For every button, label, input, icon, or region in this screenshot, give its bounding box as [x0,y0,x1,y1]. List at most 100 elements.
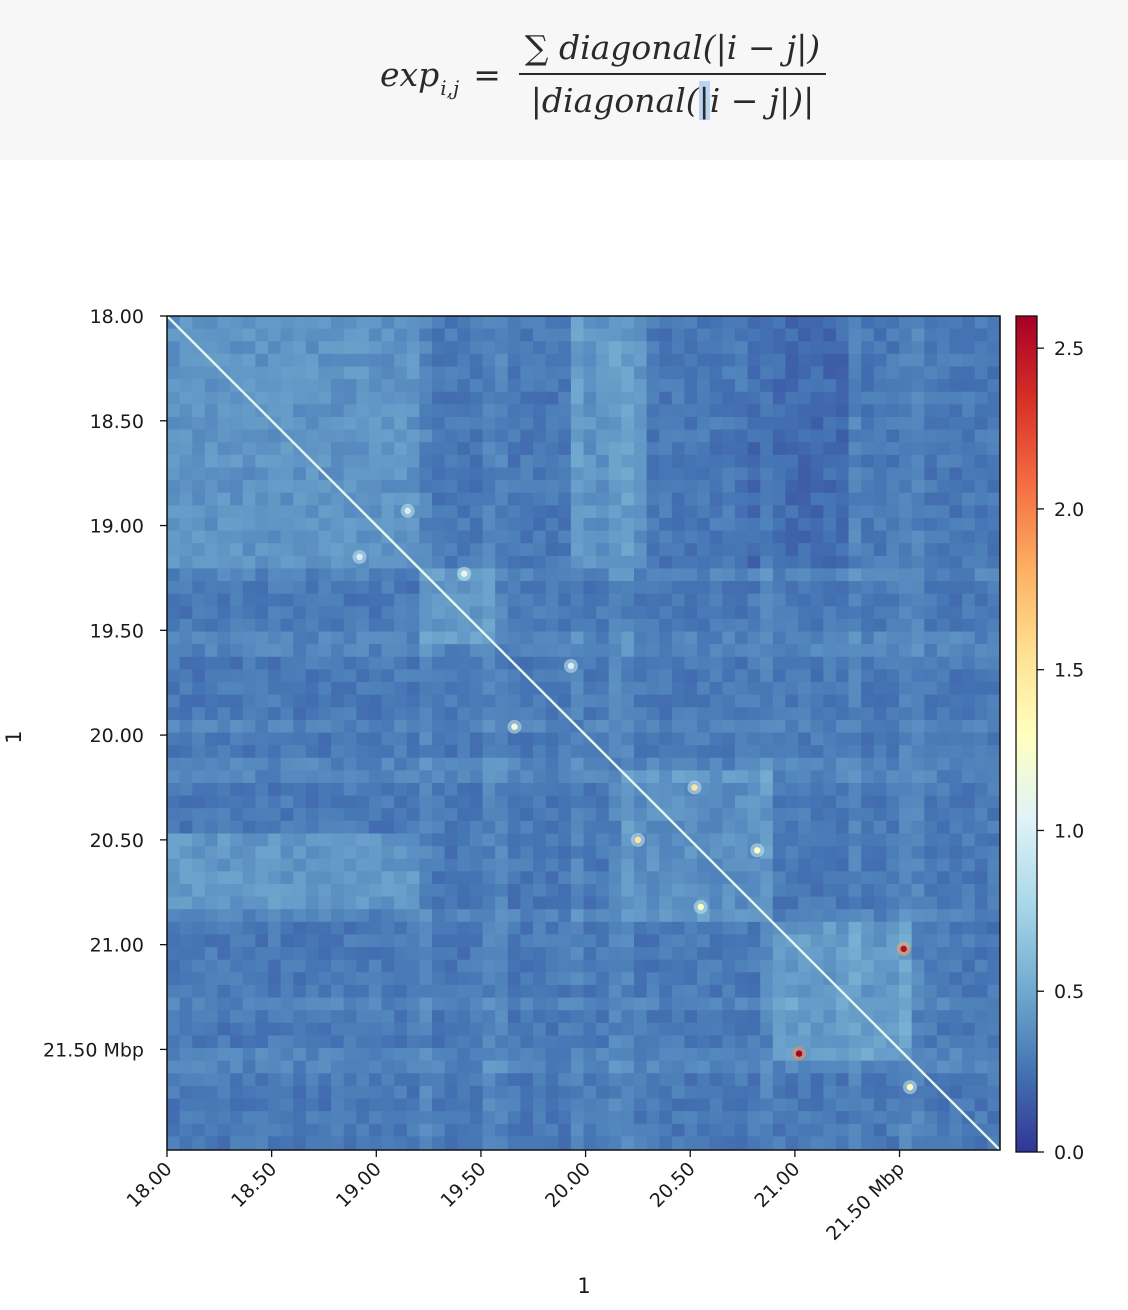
heatmap-cell [608,1111,622,1125]
heatmap-cell [444,669,458,683]
heatmap-cell [230,808,244,822]
heatmap-cell [179,997,193,1011]
heatmap-cell [936,316,951,330]
heatmap-cell [659,530,673,544]
heatmap-cell [659,782,673,797]
heatmap-cell [368,391,383,405]
heatmap-cell [873,644,888,658]
heatmap-cell [596,631,610,645]
heatmap-cell [204,846,219,860]
heatmap-cell [962,568,976,582]
heatmap-cell [772,1136,787,1150]
heatmap-cell [899,782,913,797]
heatmap-cell [267,1060,282,1074]
heatmap-cell [305,353,320,368]
heatmap-cell [432,555,446,570]
heatmap-cell [192,669,206,683]
heatmap-cell [545,782,559,797]
heatmap-cell [204,972,219,986]
heatmap-cell [734,858,749,872]
heatmap-cell [545,883,559,898]
heatmap-cell [368,467,383,481]
heatmap-cell [962,997,976,1011]
heatmap-cell [684,341,698,355]
text-selection-highlight[interactable]: | [698,81,710,120]
heatmap-cell [760,896,774,910]
heatmap-cell [179,656,193,670]
heatmap-cell [596,517,610,532]
heatmap-cell [886,581,900,595]
heatmap-cell [671,808,686,822]
heatmap-cell [368,820,383,835]
heatmap-cell [621,707,635,721]
heatmap-cell [709,682,723,696]
heatmap-cell [861,1073,875,1087]
heatmap-cell [659,682,673,696]
heatmap-cell [368,606,383,620]
heatmap-cell [343,1111,357,1125]
heatmap-cell [368,442,383,456]
heatmap-cell [558,391,572,405]
heatmap-cell [394,1035,408,1049]
heatmap-cell [293,644,307,658]
heatmap-cell [343,442,357,456]
heatmap-cell [823,341,837,355]
heatmap-cell [444,467,458,481]
heatmap-cell [621,366,635,380]
heatmap-cell [949,770,963,784]
heatmap-cell [419,404,433,418]
heatmap-cell [242,366,256,380]
heatmap-cell [482,391,496,405]
heatmap-cell [886,707,900,721]
heatmap-cell [646,492,660,506]
heatmap-cell [230,921,244,936]
heatmap-cell [722,1060,736,1074]
heatmap-cell [886,909,900,923]
heatmap-cell [343,757,357,771]
heatmap-cell [368,1136,383,1150]
heatmap-cell [659,442,673,456]
heatmap-cell [570,808,585,822]
heatmap-cell [545,719,559,734]
heatmap-cell [545,391,559,405]
heatmap-cell [747,328,761,342]
heatmap-cell [255,1035,269,1049]
heatmap-cell [835,505,850,519]
heatmap-cell [596,795,610,809]
y-axis-label: 1 [2,730,26,743]
heatmap-cell [911,1136,925,1150]
heatmap-cell [835,442,850,456]
heatmap-cell [280,833,294,847]
heatmap-cell [747,480,761,494]
heatmap-cell [331,391,345,405]
heatmap-cell [785,404,799,418]
heatmap-cell [924,808,938,822]
heatmap-cell [570,732,585,746]
heatmap-cell [835,972,850,986]
heatmap-cell [608,543,622,557]
heatmap-cell [343,1035,357,1049]
heatmap-cell [861,934,875,948]
heatmap-cell [204,1022,219,1037]
heatmap-cell [886,644,900,658]
heatmap-cell [318,492,332,506]
y-tick-label: 18.00 [90,306,144,328]
heatmap-cell [583,492,597,506]
heatmap-cell [432,682,446,696]
heatmap-cell [886,732,900,746]
heatmap-cell [621,1111,635,1125]
heatmap-cell [936,934,951,948]
heatmap-cell [810,492,824,506]
heatmap-cell [230,757,244,771]
heatmap-cell [583,631,597,645]
heatmap-cell [835,833,850,847]
heatmap-cell [583,795,597,809]
heatmap-cell [331,757,345,771]
heatmap-cell [722,1111,736,1125]
heatmap-cell [255,682,269,696]
heatmap-cell [709,694,723,708]
heatmap-cell [167,644,181,658]
heatmap-cell [924,555,938,570]
heatmap-cell [305,606,320,620]
heatmap-cell [495,997,509,1011]
